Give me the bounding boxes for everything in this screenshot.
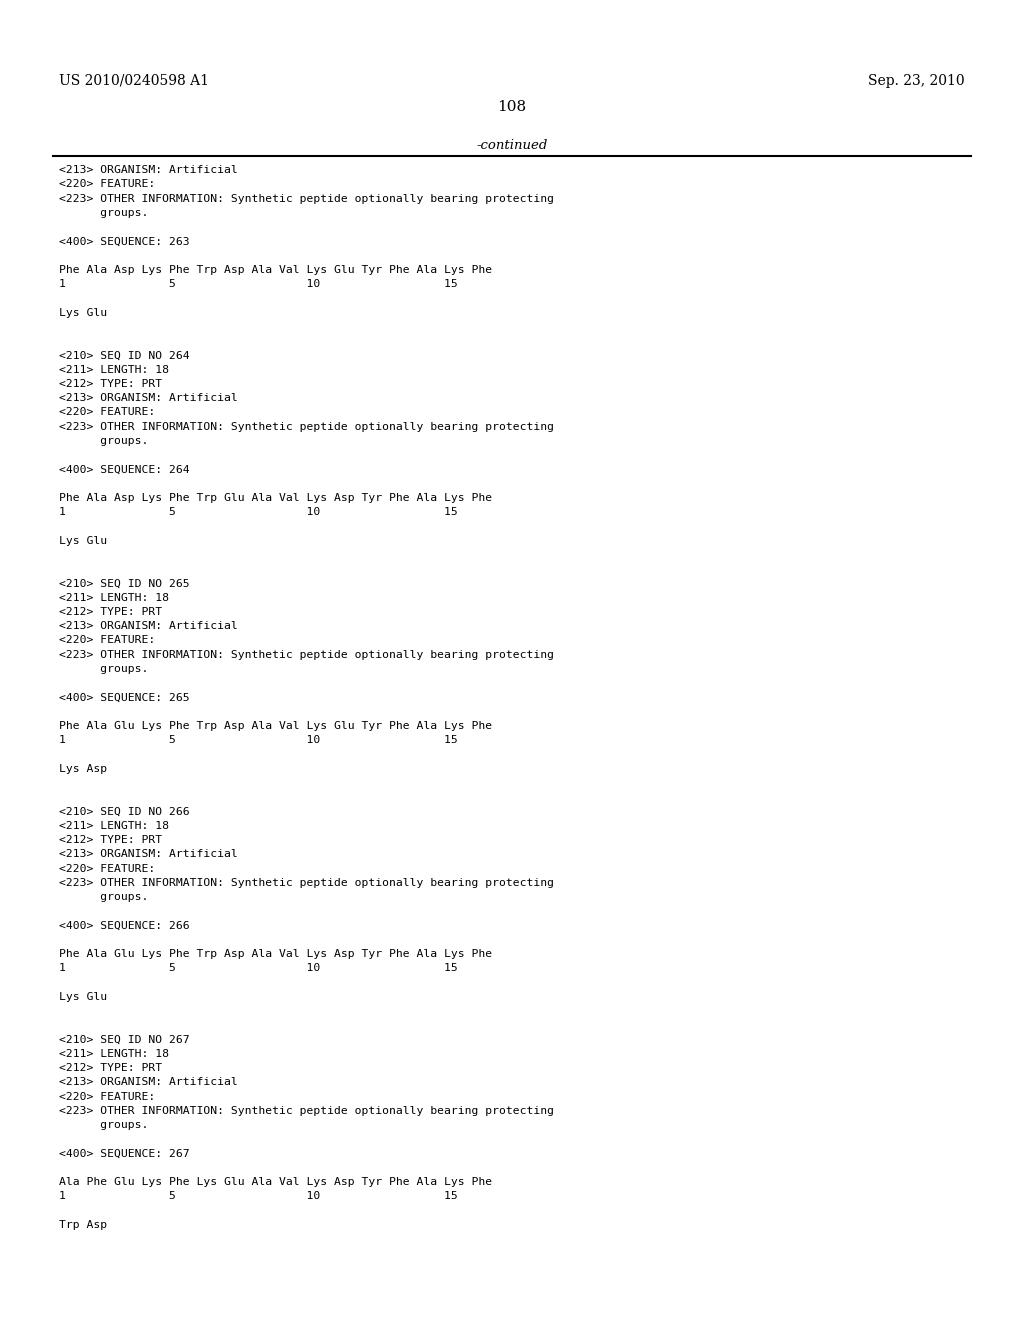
Text: <220> FEATURE:: <220> FEATURE: <box>59 180 156 189</box>
Text: <210> SEQ ID NO 266: <210> SEQ ID NO 266 <box>59 807 190 817</box>
Text: <400> SEQUENCE: 266: <400> SEQUENCE: 266 <box>59 920 190 931</box>
Text: <223> OTHER INFORMATION: Synthetic peptide optionally bearing protecting: <223> OTHER INFORMATION: Synthetic pepti… <box>59 649 554 660</box>
Text: <213> ORGANISM: Artificial: <213> ORGANISM: Artificial <box>59 165 239 176</box>
Text: <213> ORGANISM: Artificial: <213> ORGANISM: Artificial <box>59 1077 239 1088</box>
Text: <211> LENGTH: 18: <211> LENGTH: 18 <box>59 593 169 603</box>
Text: Phe Ala Glu Lys Phe Trp Asp Ala Val Lys Asp Tyr Phe Ala Lys Phe: Phe Ala Glu Lys Phe Trp Asp Ala Val Lys … <box>59 949 493 960</box>
Text: 1               5                   10                  15: 1 5 10 15 <box>59 1192 458 1201</box>
Text: <220> FEATURE:: <220> FEATURE: <box>59 1092 156 1102</box>
Text: <400> SEQUENCE: 263: <400> SEQUENCE: 263 <box>59 236 190 247</box>
Text: <212> TYPE: PRT: <212> TYPE: PRT <box>59 607 163 616</box>
Text: <213> ORGANISM: Artificial: <213> ORGANISM: Artificial <box>59 393 239 403</box>
Text: <213> ORGANISM: Artificial: <213> ORGANISM: Artificial <box>59 849 239 859</box>
Text: <212> TYPE: PRT: <212> TYPE: PRT <box>59 1063 163 1073</box>
Text: <213> ORGANISM: Artificial: <213> ORGANISM: Artificial <box>59 622 239 631</box>
Text: groups.: groups. <box>59 1121 148 1130</box>
Text: <210> SEQ ID NO 267: <210> SEQ ID NO 267 <box>59 1035 190 1044</box>
Text: <211> LENGTH: 18: <211> LENGTH: 18 <box>59 1049 169 1059</box>
Text: <212> TYPE: PRT: <212> TYPE: PRT <box>59 836 163 845</box>
Text: <400> SEQUENCE: 267: <400> SEQUENCE: 267 <box>59 1148 190 1159</box>
Text: <220> FEATURE:: <220> FEATURE: <box>59 863 156 874</box>
Text: Sep. 23, 2010: Sep. 23, 2010 <box>868 74 965 88</box>
Text: Lys Glu: Lys Glu <box>59 991 108 1002</box>
Text: Trp Asp: Trp Asp <box>59 1220 108 1230</box>
Text: <210> SEQ ID NO 264: <210> SEQ ID NO 264 <box>59 350 190 360</box>
Text: groups.: groups. <box>59 207 148 218</box>
Text: <400> SEQUENCE: 265: <400> SEQUENCE: 265 <box>59 693 190 702</box>
Text: <400> SEQUENCE: 264: <400> SEQUENCE: 264 <box>59 465 190 474</box>
Text: groups.: groups. <box>59 664 148 675</box>
Text: US 2010/0240598 A1: US 2010/0240598 A1 <box>59 74 209 88</box>
Text: 1               5                   10                  15: 1 5 10 15 <box>59 964 458 973</box>
Text: Ala Phe Glu Lys Phe Lys Glu Ala Val Lys Asp Tyr Phe Ala Lys Phe: Ala Phe Glu Lys Phe Lys Glu Ala Val Lys … <box>59 1177 493 1187</box>
Text: <223> OTHER INFORMATION: Synthetic peptide optionally bearing protecting: <223> OTHER INFORMATION: Synthetic pepti… <box>59 421 554 432</box>
Text: <210> SEQ ID NO 265: <210> SEQ ID NO 265 <box>59 578 190 589</box>
Text: <223> OTHER INFORMATION: Synthetic peptide optionally bearing protecting: <223> OTHER INFORMATION: Synthetic pepti… <box>59 194 554 203</box>
Text: 1               5                   10                  15: 1 5 10 15 <box>59 279 458 289</box>
Text: <220> FEATURE:: <220> FEATURE: <box>59 408 156 417</box>
Text: 1               5                   10                  15: 1 5 10 15 <box>59 735 458 746</box>
Text: <220> FEATURE:: <220> FEATURE: <box>59 635 156 645</box>
Text: Lys Glu: Lys Glu <box>59 536 108 545</box>
Text: groups.: groups. <box>59 892 148 902</box>
Text: Phe Ala Glu Lys Phe Trp Asp Ala Val Lys Glu Tyr Phe Ala Lys Phe: Phe Ala Glu Lys Phe Trp Asp Ala Val Lys … <box>59 721 493 731</box>
Text: Phe Ala Asp Lys Phe Trp Glu Ala Val Lys Asp Tyr Phe Ala Lys Phe: Phe Ala Asp Lys Phe Trp Glu Ala Val Lys … <box>59 492 493 503</box>
Text: Phe Ala Asp Lys Phe Trp Asp Ala Val Lys Glu Tyr Phe Ala Lys Phe: Phe Ala Asp Lys Phe Trp Asp Ala Val Lys … <box>59 265 493 275</box>
Text: <223> OTHER INFORMATION: Synthetic peptide optionally bearing protecting: <223> OTHER INFORMATION: Synthetic pepti… <box>59 1106 554 1115</box>
Text: Lys Glu: Lys Glu <box>59 308 108 318</box>
Text: -continued: -continued <box>476 139 548 152</box>
Text: <223> OTHER INFORMATION: Synthetic peptide optionally bearing protecting: <223> OTHER INFORMATION: Synthetic pepti… <box>59 878 554 888</box>
Text: groups.: groups. <box>59 436 148 446</box>
Text: <211> LENGTH: 18: <211> LENGTH: 18 <box>59 364 169 375</box>
Text: 108: 108 <box>498 100 526 115</box>
Text: 1               5                   10                  15: 1 5 10 15 <box>59 507 458 517</box>
Text: <211> LENGTH: 18: <211> LENGTH: 18 <box>59 821 169 830</box>
Text: Lys Asp: Lys Asp <box>59 764 108 774</box>
Text: <212> TYPE: PRT: <212> TYPE: PRT <box>59 379 163 389</box>
